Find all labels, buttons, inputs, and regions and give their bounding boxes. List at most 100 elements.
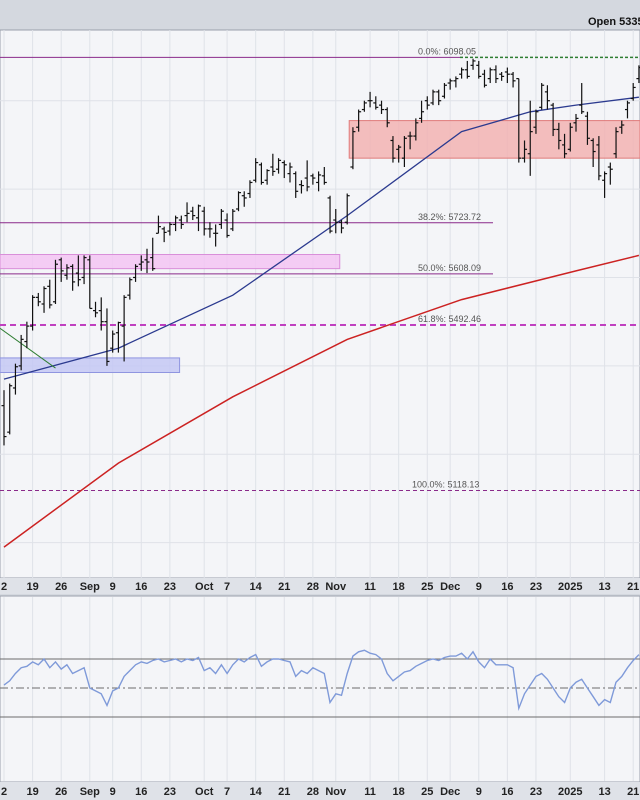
price-bar [396,144,402,163]
price-bar [344,193,350,225]
price-bar [407,131,413,150]
x-tick-label: 19 [26,581,38,593]
price-bar [487,67,493,84]
price-bar [75,255,81,287]
price-bar [121,295,127,362]
price-bar [464,60,470,79]
price-bar [567,122,573,152]
price-bar [241,191,247,207]
price-bar [476,60,482,79]
price-bar [333,208,339,234]
price-bar [516,78,522,163]
x-tick-label: 23 [530,581,542,593]
x-tick-label: 23 [164,786,176,798]
price-bar [133,264,139,282]
price-bar [630,83,636,101]
price-bar [596,136,602,181]
price-bar [64,264,70,280]
price-bar [602,171,608,198]
price-bar [401,136,407,167]
rsi-panel-background [0,595,640,783]
price-bar [52,259,58,304]
price-bar [161,226,167,243]
x-tick-label: 16 [135,581,147,593]
x-tick-label: 9 [110,786,116,798]
price-bar [150,237,156,271]
ma-slow-line [3,254,640,548]
x-tick-label: 2 [1,581,7,593]
price-bar [190,206,196,221]
x-tick-label: 26 [55,581,67,593]
price-bar [258,162,264,185]
price-bar [236,191,242,212]
price-bar [436,89,442,106]
zone-lower-box [0,357,181,374]
x-tick-label: Nov [325,786,347,798]
x-tick-label: 18 [393,581,405,593]
price-bar [7,383,13,435]
x-axis-strip-lower [0,782,640,800]
price-bar [379,100,385,114]
moving-averages [3,96,640,548]
x-tick-label: Sep [80,786,100,798]
price-bar [430,89,436,106]
price-bar [361,100,367,112]
price-bar [544,85,550,110]
x-tick-label: 25 [421,786,433,798]
price-bar [287,162,293,183]
ma-fast-line [3,96,639,380]
price-bar [316,171,322,192]
price-bar [470,58,476,70]
x-tick-label: 23 [164,581,176,593]
price-bar [127,277,133,300]
price-bar [499,71,505,81]
x-tick-label: 21 [278,581,290,593]
x-tick-label: 2 [1,786,7,798]
price-bar [304,160,310,192]
x-tick-label: 18 [393,786,405,798]
price-bar [584,111,590,145]
fib-label: 38.2%: 5723.72 [418,212,481,222]
price-bar [350,127,356,170]
price-bar [47,279,53,309]
price-bar [453,76,459,88]
rsi-reference-lines [0,658,640,718]
x-tick-label: 21 [627,786,639,798]
price-bar [373,96,379,110]
open-label: Open 5335 [588,16,640,28]
x-tick-label: Dec [440,581,460,593]
x-tick-label: Nov [325,581,347,593]
x-tick-label: 2025 [558,581,582,593]
price-bar [447,78,453,90]
price-bar [144,248,150,274]
price-bar [41,286,47,313]
price-bar [459,67,465,79]
price-bar [207,222,213,238]
price-bar [356,109,362,132]
price-bar [636,65,640,84]
x-axis-upper: 2 19 26 Sep 9 16 23 Oct 7 14 21 28 Nov 11 18 25 Dec 9 16 23… [1,581,639,593]
price-bar [35,292,41,307]
price-bar [247,180,253,198]
trend-line [0,327,56,369]
price-bar [619,120,625,134]
x-tick-label: 11 [364,786,376,798]
price-bar [253,158,259,183]
price-bar [184,202,190,223]
price-bar [93,301,99,318]
price-bar [98,297,104,331]
x-tick-label: 16 [501,581,513,593]
price-bar [276,158,282,174]
price-bar [293,171,299,198]
zone-resistance [348,120,640,159]
price-bar [264,169,270,185]
x-tick-label: 13 [598,581,610,593]
price-bar [556,122,562,150]
x-tick-label: Dec [440,786,460,798]
price-bar [224,213,230,238]
x-tick-label: 28 [307,786,319,798]
x-tick-label: 2025 [558,786,582,798]
price-bar [384,107,390,128]
price-bar [504,67,510,84]
